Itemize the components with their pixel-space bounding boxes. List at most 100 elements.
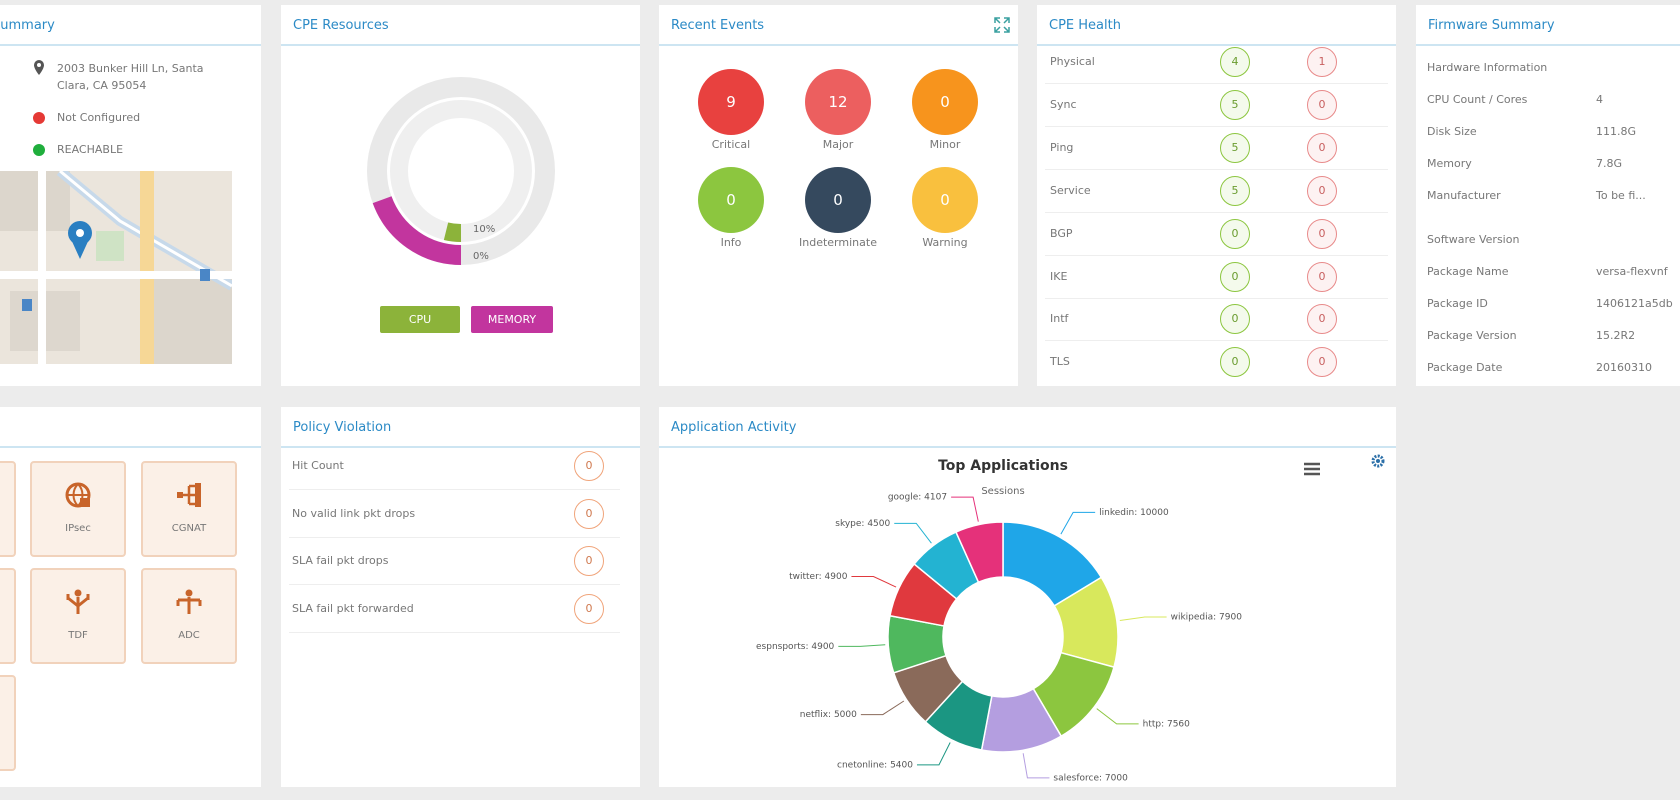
service-icon: [175, 481, 203, 509]
health-name: Intf: [1050, 312, 1069, 326]
row-divider: [1045, 168, 1388, 170]
cpu-button[interactable]: CPU: [380, 306, 460, 333]
address-line: Clara, CA 95054: [57, 79, 147, 92]
health-up: 5: [1220, 175, 1250, 206]
health-down: 0: [1307, 261, 1337, 292]
application-activity-panel: Application Activity Top Applications Se…: [659, 407, 1396, 787]
pie-slice[interactable]: google: [954, 521, 1004, 584]
cpu-arc: [443, 222, 462, 243]
config-status: Not Configured: [57, 111, 141, 124]
settings-icon[interactable]: [1371, 454, 1385, 468]
health-name: Ping: [1050, 140, 1074, 154]
title-bar: [281, 446, 640, 448]
row-divider: [289, 536, 620, 538]
title-bar: [1416, 44, 1680, 46]
icon-graphic: [176, 589, 202, 614]
event-circle[interactable]: 12: [805, 69, 871, 135]
panel-title: Firmware Summary: [1428, 18, 1555, 33]
service-tile[interactable]: CGNAT: [141, 461, 237, 557]
expand-icon[interactable]: [994, 17, 1010, 33]
leader-line: [1096, 708, 1139, 725]
menu-icon[interactable]: [1304, 462, 1320, 476]
leader-line: [916, 742, 951, 766]
title-bar: [0, 446, 261, 448]
leader-line: [951, 496, 979, 522]
title-bar: [0, 44, 261, 46]
leader-line: [860, 700, 905, 716]
service-label: ADC: [178, 630, 200, 641]
health-name: TLS: [1050, 355, 1070, 369]
panel-title: Application Activity: [671, 420, 797, 435]
data-label: salesforce: 7000: [1053, 773, 1128, 783]
chart-subtitle: Sessions: [981, 486, 1024, 497]
event-circle[interactable]: 0: [912, 69, 978, 135]
health-up: 0: [1220, 218, 1250, 249]
cpu-usage: 10%: [473, 224, 495, 235]
event-circle[interactable]: 0: [912, 167, 978, 233]
service-tile[interactable]: ADC: [141, 568, 237, 664]
chart-title: Top Applications: [938, 458, 1068, 474]
health-down: 0: [1307, 304, 1337, 335]
panel-title: CPE Resources: [293, 18, 389, 33]
health-down: 0: [1307, 132, 1337, 163]
event-circle[interactable]: 0: [805, 167, 871, 233]
health-down: 1: [1307, 47, 1337, 77]
info-label: Manufacturer: [1427, 189, 1501, 202]
health-down: 0: [1307, 347, 1337, 378]
leader-line: [1022, 753, 1050, 779]
memory-button[interactable]: MEMORY: [471, 306, 553, 333]
event-circle[interactable]: 0: [698, 167, 764, 233]
title-bar: [1037, 44, 1396, 46]
health-up: 0: [1220, 304, 1250, 335]
icon-graphic: [65, 482, 91, 508]
info-value: 4: [1596, 93, 1603, 106]
status-dot: [33, 144, 45, 156]
service-tile[interactable]: [0, 675, 16, 771]
data-label: espnsports: 4900: [756, 642, 835, 652]
event-label: Warning: [922, 236, 968, 249]
status-dot: [33, 112, 45, 124]
event-circle[interactable]: 9: [698, 69, 764, 135]
health-up: 5: [1220, 132, 1250, 163]
map[interactable]: [0, 171, 232, 364]
service-tile[interactable]: IPsec: [30, 461, 126, 557]
info-value: versa-flexvnf: [1596, 265, 1668, 278]
section-heading: Software Version: [1427, 233, 1520, 246]
service-label: TDF: [68, 630, 88, 641]
service-tile[interactable]: [0, 461, 16, 557]
health-name: IKE: [1050, 269, 1068, 283]
row-divider: [289, 584, 620, 586]
health-down: 0: [1307, 218, 1337, 249]
cpe-resources-panel: CPE Resources 10% 0% CPU MEMORY: [281, 5, 640, 386]
policy-violation-panel: Policy Violation Hit Count 0 No valid link…: [281, 407, 640, 787]
info-label: Package ID: [1427, 297, 1488, 310]
service-tile[interactable]: [0, 568, 16, 664]
health-name: BGP: [1050, 226, 1073, 240]
data-label: wikipedia: 7900: [1171, 613, 1243, 623]
info-value: 1406121a5db: [1596, 297, 1673, 310]
data-label: linkedin: 10000: [1099, 508, 1169, 518]
policy-count: 0: [574, 546, 604, 577]
icon-graphic: [66, 589, 90, 614]
info-label: Package Name: [1427, 265, 1509, 278]
event-label: Major: [822, 138, 854, 151]
health-name: Sync: [1050, 97, 1077, 111]
info-label: Disk Size: [1427, 125, 1477, 138]
service-tile[interactable]: TDF: [30, 568, 126, 664]
event-label: Critical: [711, 138, 751, 151]
location-icon: [34, 60, 44, 75]
data-label: twitter: 4900: [789, 572, 848, 582]
service-icon: [64, 481, 92, 509]
services-panel: IPsec CGNAT TDF ADC: [0, 407, 261, 787]
health-name: Physical: [1050, 55, 1095, 68]
title-bar: [659, 446, 1396, 448]
health-name: Service: [1050, 183, 1091, 197]
event-label: Minor: [929, 138, 961, 151]
data-label: netflix: 5000: [800, 710, 857, 720]
policy-count: 0: [574, 451, 604, 481]
leader-line: [894, 522, 932, 544]
leader-line: [851, 575, 897, 588]
policy-name: SLA fail pkt drops: [292, 554, 389, 568]
health-down: 0: [1307, 89, 1337, 120]
panel-title: Summary: [0, 18, 55, 33]
